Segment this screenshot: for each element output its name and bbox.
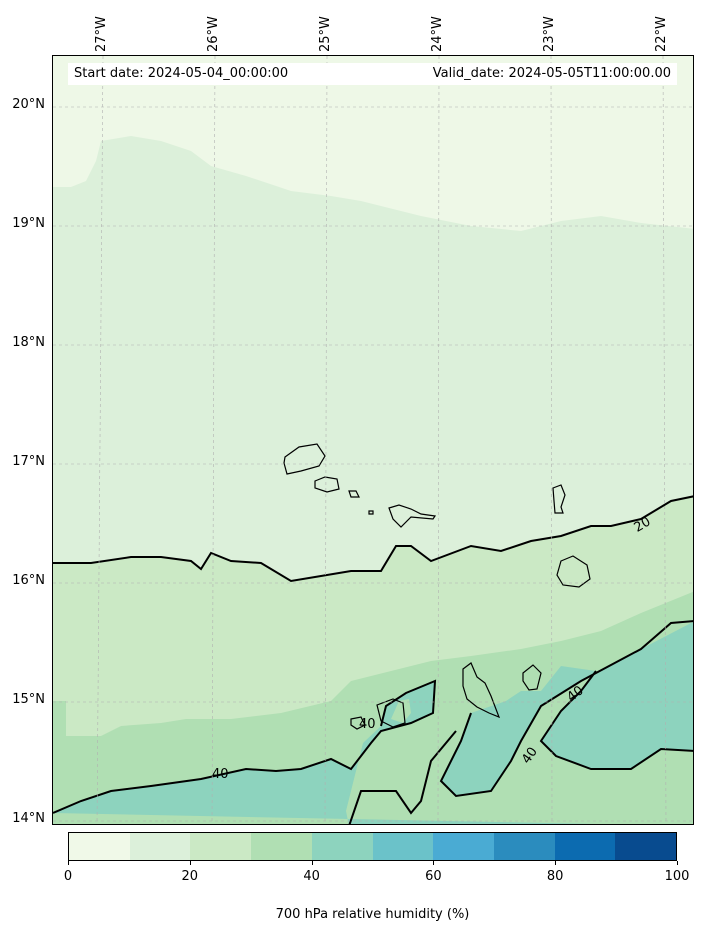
colorbar-segment	[554, 833, 616, 860]
lat-label: 15°N	[12, 692, 45, 707]
lat-label: 14°N	[12, 811, 45, 826]
island-branco	[368, 510, 374, 515]
contour-40-tongue	[348, 730, 457, 824]
island-santa-luzia	[348, 490, 360, 498]
lat-label: 20°N	[12, 97, 45, 112]
island-brava	[350, 716, 366, 730]
colorbar-segment	[190, 833, 252, 860]
lon-label: 27°W	[94, 16, 109, 52]
humidity-map: 20 40 40 40 40	[53, 56, 693, 824]
lon-label: 24°W	[430, 16, 445, 52]
contour-20	[53, 495, 693, 583]
colorbar-tick-mark	[433, 861, 435, 865]
island-sao-nicolau	[388, 504, 437, 528]
colorbar-tick-label: 0	[63, 869, 73, 884]
contour-label: 20	[632, 514, 654, 535]
colorbar-segment	[69, 833, 130, 860]
colorbar-tick-mark	[555, 861, 557, 865]
island-sal	[552, 484, 566, 514]
valid-date-text: Valid_date: 2024-05-05T11:00:00.00	[432, 66, 671, 81]
contour-lines	[53, 495, 693, 824]
colorbar-segment	[493, 833, 555, 860]
colorbar-segment	[615, 833, 677, 860]
colorbar-segment	[129, 833, 191, 860]
lon-label: 23°W	[542, 16, 557, 52]
colorbar-tick-label: 60	[425, 869, 442, 884]
lon-label: 25°W	[318, 16, 333, 52]
date-info-box: Start date: 2024-05-04_00:00:00 Valid_da…	[68, 63, 677, 85]
start-date-text: Start date: 2024-05-04_00:00:00	[74, 66, 289, 81]
band-40-50	[53, 622, 693, 824]
colorbar-tick-mark	[68, 861, 69, 865]
island-santo-antao	[283, 443, 326, 475]
colorbar-tick-label: 80	[546, 869, 564, 884]
band-30-40	[53, 591, 693, 824]
island-fogo	[376, 698, 406, 728]
colorbar-segment	[372, 833, 434, 860]
gridlines	[53, 56, 693, 824]
colorbar-tick-label: 20	[181, 869, 199, 884]
island-santiago	[462, 662, 501, 719]
colorbar-tick-mark	[311, 861, 313, 865]
contour-40-south	[53, 679, 437, 814]
coastlines	[283, 443, 591, 730]
lon-label: 26°W	[206, 16, 221, 52]
island-sao-vicente	[314, 476, 340, 493]
colorbar-segment	[251, 833, 312, 860]
lon-label: 22°W	[654, 16, 669, 52]
colorbar-segment	[433, 833, 494, 860]
colorbar-label: 700 hPa relative humidity (%)	[275, 907, 470, 922]
lat-label: 16°N	[12, 573, 45, 588]
colorbar-tick-label: 100	[664, 869, 690, 884]
lat-label: 17°N	[12, 454, 45, 469]
colorbar	[68, 832, 677, 861]
contour-label: 40	[359, 717, 376, 732]
contour-40-center	[439, 620, 693, 798]
map-panel: 20 40 40 40 40	[52, 55, 694, 825]
contour-label: 40	[212, 767, 229, 782]
colorbar-tick-label: 40	[303, 869, 320, 884]
colorbar-tick-mark	[677, 861, 678, 865]
colorbar-tick-mark	[189, 861, 191, 865]
lat-label: 19°N	[12, 216, 45, 231]
lat-label: 18°N	[12, 335, 45, 350]
colorbar-segment	[311, 833, 373, 860]
island-boa-vista	[556, 555, 591, 588]
island-maio	[522, 664, 542, 691]
contour-40-east	[539, 670, 693, 770]
